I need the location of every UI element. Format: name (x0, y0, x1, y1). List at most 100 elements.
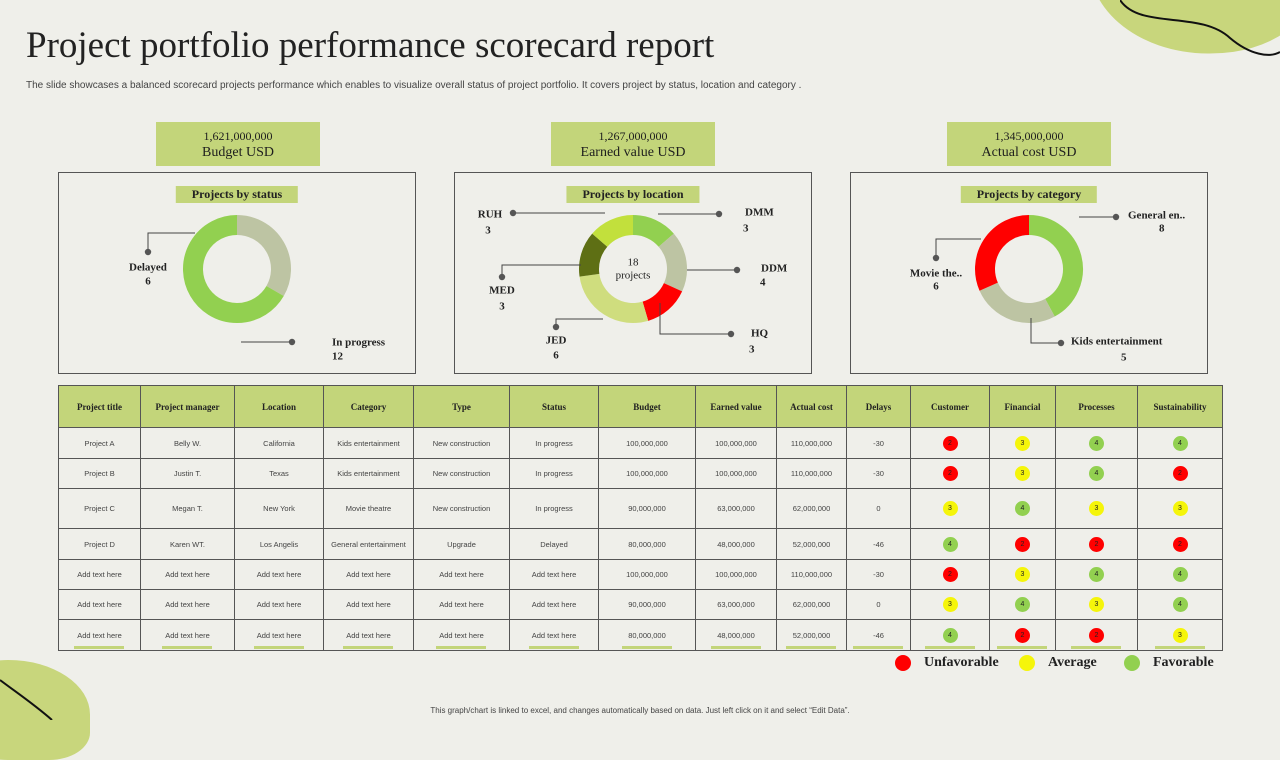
cell-sustainability: 4 (1137, 589, 1223, 620)
slice-hq[interactable] (642, 282, 683, 321)
data-value-dmm: 3 (743, 223, 749, 235)
cell-project-manager: Add text here (140, 559, 235, 590)
slice-delayed[interactable] (236, 215, 291, 296)
cell-earned-value: 48,000,000 (695, 619, 777, 651)
cell-customer: 4 (910, 528, 990, 560)
slice-jed[interactable] (579, 273, 649, 323)
cell-status: Delayed (509, 528, 599, 560)
slice-general-en[interactable] (1028, 215, 1083, 317)
cell-category: Add text here (323, 619, 414, 651)
table-row[interactable]: Project C Megan T. New York Movie theatre Ne… (58, 488, 1223, 529)
legend-average: Average (1019, 655, 1097, 671)
slice-movie-the[interactable] (975, 215, 1030, 291)
chart-panel-status: Delayed 6 In progress 12 Projects by status (58, 172, 416, 374)
cell-actual-cost: 52,000,000 (776, 528, 847, 560)
kpi-actual-cost-value: 1,345,000,000 (994, 129, 1064, 143)
score-indicator: 2 (1015, 536, 1030, 552)
cell-sustainability: 3 (1137, 488, 1223, 529)
cell-delays: -30 (846, 559, 911, 590)
leader-line-movie-the (935, 238, 981, 258)
data-value-in-progress: 12 (332, 351, 344, 363)
kpi-budget-label: Budget USD (202, 145, 274, 160)
cell-processes: 4 (1055, 458, 1138, 489)
table-row[interactable]: Add text here Add text here Add text here A… (58, 589, 1223, 620)
data-label-ddm: DDM (761, 263, 788, 275)
cell-project-title: Project C (58, 488, 141, 529)
table-row[interactable]: Project D Karen WT. Los Angelis General ent… (58, 528, 1223, 560)
cell-category: Kids entertainment (323, 427, 414, 459)
donut-chart-category[interactable]: General en..8 Kids entertainment 5 Movie th… (851, 173, 1209, 375)
cell-customer: 4 (910, 619, 990, 651)
kpi-earned-value: 1,267,000,000 Earned value USD (551, 122, 715, 166)
cell-type: Add text here (413, 619, 510, 651)
chart-title-location: Projects by location (566, 186, 700, 203)
cell-financial: 3 (989, 559, 1056, 590)
cell-type: Upgrade (413, 528, 510, 560)
cell-earned-value: 63,000,000 (695, 488, 777, 529)
slice-dmm[interactable] (632, 215, 674, 248)
chart-panel-location: DMM 3 DDM 4 HQ 3 JED 6 MED 3 RUH 3 18 projects Projec… (454, 172, 812, 374)
cell-type: New construction (413, 488, 510, 529)
column-header-delays: Delays (846, 385, 911, 428)
cell-location: Los Angelis (234, 528, 324, 560)
cell-processes: 2 (1055, 619, 1138, 651)
leader-dot-dmm (715, 210, 723, 218)
cell-earned-value: 100,000,000 (695, 559, 777, 590)
legend-unfavorable: Unfavorable (895, 655, 999, 671)
slice-in-progress[interactable] (183, 215, 284, 323)
cell-earned-value: 100,000,000 (695, 427, 777, 459)
leader-dot-in-progress (288, 338, 296, 346)
table-accent-bar (528, 646, 579, 649)
column-header-customer: Customer (910, 385, 990, 428)
cell-financial: 4 (989, 488, 1056, 529)
column-header-project-manager: Project manager (140, 385, 235, 428)
score-indicator: 2 (942, 435, 958, 451)
cell-project-manager: Add text here (140, 589, 235, 620)
score-indicator: 4 (1015, 597, 1030, 612)
donut-chart-status[interactable]: Delayed 6 In progress 12 (59, 173, 417, 375)
cell-budget: 100,000,000 (598, 427, 696, 459)
legend-favorable: Favorable (1124, 655, 1214, 671)
leader-line-delayed (147, 232, 195, 252)
cell-actual-cost: 110,000,000 (776, 458, 847, 489)
cell-status: In progress (509, 488, 599, 529)
score-indicator: 3 (1172, 627, 1188, 643)
table-row[interactable]: Add text here Add text here Add text here A… (58, 619, 1223, 651)
data-label-hq: HQ (751, 328, 769, 340)
cell-earned-value: 100,000,000 (695, 458, 777, 489)
cell-delays: -46 (846, 528, 911, 560)
cell-customer: 3 (910, 589, 990, 620)
table-accent-bar (924, 646, 975, 649)
score-indicator: 4 (1089, 435, 1104, 451)
score-indicator: 4 (1172, 597, 1188, 612)
slice-ddm[interactable] (658, 233, 687, 292)
kpi-budget-value: 1,621,000,000 (203, 129, 273, 143)
leader-dot-jed (552, 323, 560, 331)
data-value-ruh: 3 (485, 225, 491, 237)
slice-kids-entertainment[interactable] (979, 282, 1055, 323)
score-indicator: 3 (1015, 567, 1030, 582)
legend-average-dot (1019, 655, 1035, 671)
score-indicator: 2 (942, 466, 958, 481)
leader-dot-movie-the (932, 254, 940, 262)
table-accent-bar (786, 646, 836, 649)
data-value-general-en: 8 (1159, 223, 1165, 235)
cell-location: Add text here (234, 589, 324, 620)
cell-status: In progress (509, 427, 599, 459)
cell-sustainability: 3 (1137, 619, 1223, 651)
table-row[interactable]: Project A Belly W. California Kids entertai… (58, 427, 1223, 459)
cell-customer: 3 (910, 488, 990, 529)
cell-actual-cost: 52,000,000 (776, 619, 847, 651)
cell-customer: 2 (910, 559, 990, 590)
leader-dot-med (498, 273, 506, 281)
data-label-jed: JED (546, 335, 567, 347)
slice-med[interactable] (579, 233, 608, 277)
cell-project-manager: Justin T. (140, 458, 235, 489)
cell-project-title: Add text here (58, 619, 141, 651)
cell-location: California (234, 427, 324, 459)
table-row[interactable]: Project B Justin T. Texas Kids entertainmen… (58, 458, 1223, 489)
table-row[interactable]: Add text here Add text here Add text here A… (58, 559, 1223, 590)
slice-ruh[interactable] (592, 215, 634, 248)
leader-line-kids-entertainment (1030, 318, 1061, 344)
